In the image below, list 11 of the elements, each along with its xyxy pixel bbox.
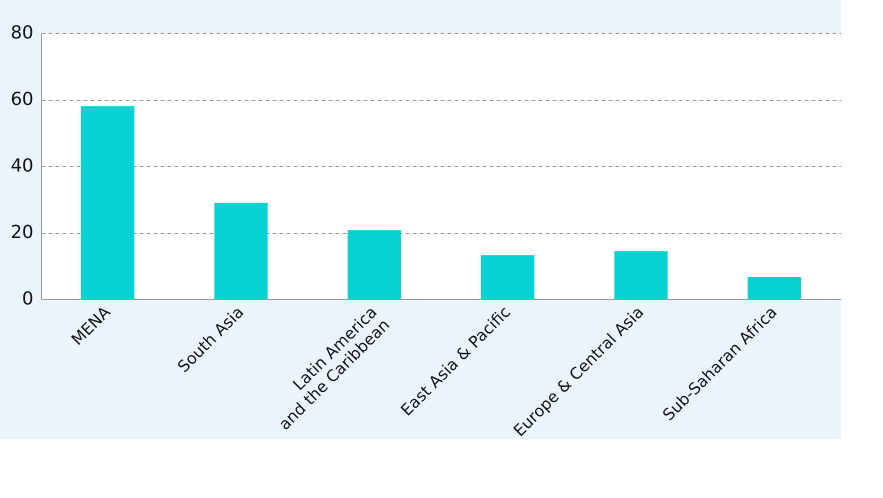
bar bbox=[748, 277, 801, 299]
y-tick-label: 20 bbox=[10, 222, 34, 243]
bar bbox=[481, 255, 534, 299]
y-tick-label: 0 bbox=[22, 288, 34, 310]
y-tick-label: 60 bbox=[10, 89, 34, 110]
bar bbox=[614, 251, 668, 299]
y-tick-label: 40 bbox=[10, 156, 34, 176]
y-tick-label: 80 bbox=[10, 22, 34, 44]
bar bbox=[214, 202, 268, 299]
bar bbox=[81, 106, 134, 299]
bar bbox=[348, 230, 401, 299]
